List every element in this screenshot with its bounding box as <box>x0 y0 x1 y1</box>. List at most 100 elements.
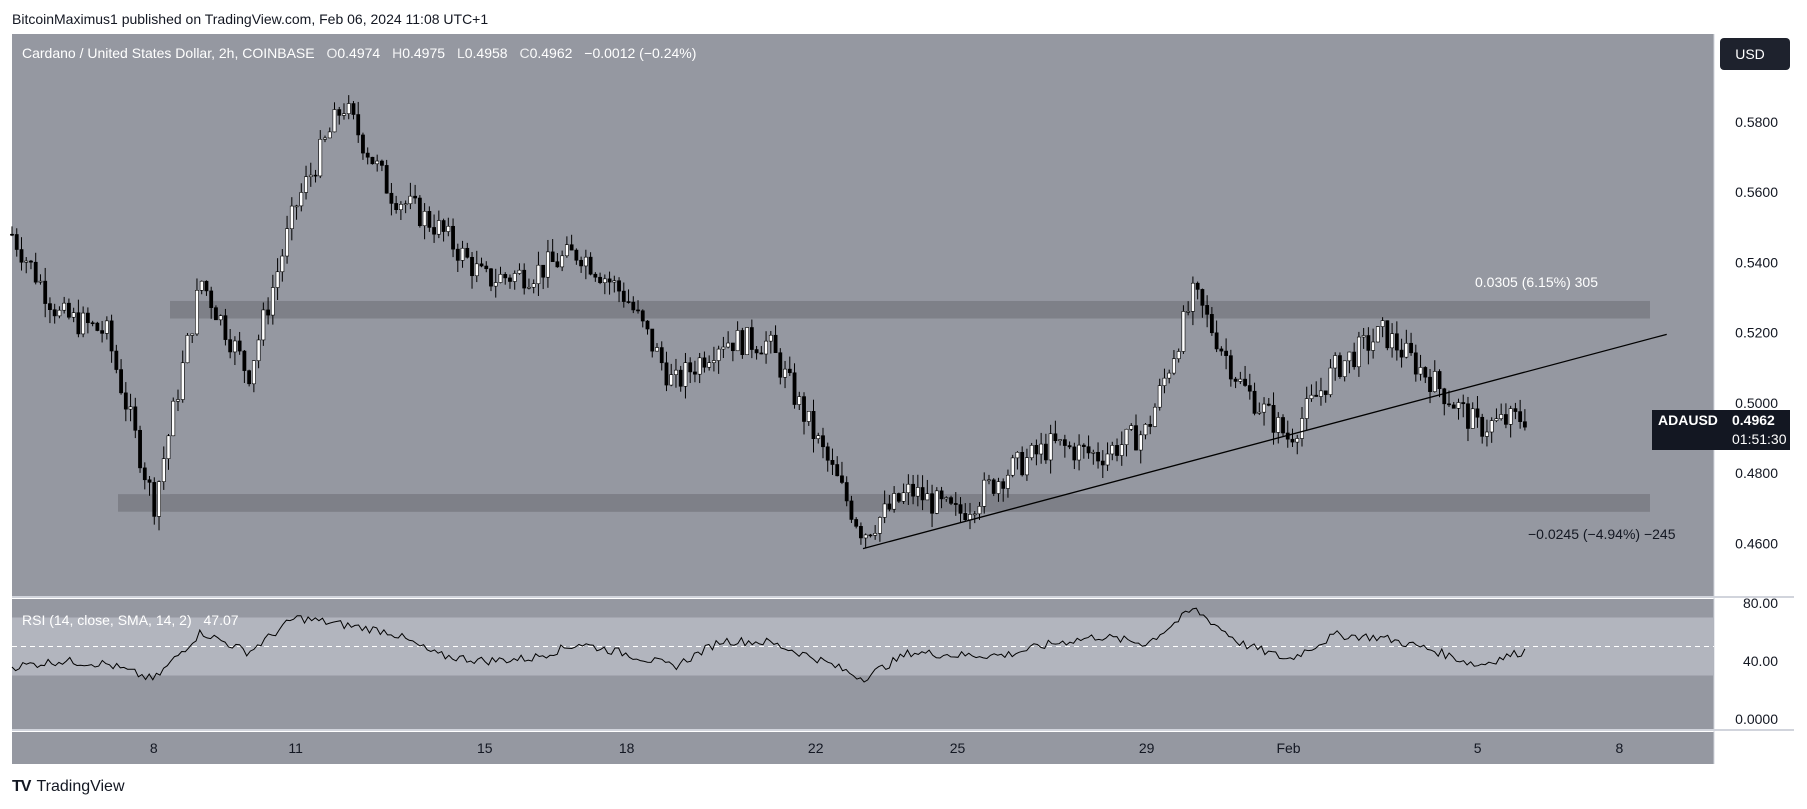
candle <box>1081 443 1086 459</box>
candle <box>555 253 560 268</box>
candle <box>14 228 19 257</box>
rsi-legend: RSI (14, close, SMA, 14, 2) 47.07 <box>22 612 239 628</box>
candle <box>166 434 171 470</box>
candle <box>128 393 133 422</box>
candle <box>29 259 33 270</box>
candle <box>204 280 209 296</box>
candle <box>133 397 138 439</box>
candle <box>332 102 337 133</box>
candle <box>289 197 294 241</box>
candle <box>991 478 996 497</box>
candle <box>1252 382 1257 416</box>
candle <box>764 331 768 364</box>
candle <box>1494 408 1499 423</box>
candle <box>925 479 930 501</box>
candle <box>76 299 81 338</box>
candle <box>664 351 669 392</box>
candle <box>1062 434 1067 458</box>
candle <box>607 271 612 295</box>
candle <box>71 307 76 323</box>
time-axis <box>12 732 1714 764</box>
candle <box>1110 441 1115 461</box>
candle <box>1262 397 1266 426</box>
candle <box>308 162 313 187</box>
candle <box>417 195 422 228</box>
candle <box>659 341 664 371</box>
candle <box>536 251 541 296</box>
candle <box>996 477 1001 502</box>
published-by: BitcoinMaximus1 published on TradingView… <box>12 11 489 27</box>
candle <box>674 358 678 388</box>
price-axis <box>1714 34 1794 764</box>
candle <box>987 474 991 485</box>
candle <box>361 132 365 160</box>
candle <box>683 352 688 399</box>
candle <box>811 399 816 453</box>
candle <box>237 331 242 355</box>
candle <box>1148 415 1153 435</box>
candle <box>1423 366 1428 384</box>
candle <box>754 345 759 360</box>
candle <box>574 248 579 265</box>
candle <box>422 203 427 240</box>
candle <box>251 360 256 393</box>
candle <box>522 263 527 295</box>
candle <box>493 268 498 298</box>
candle <box>1470 402 1475 429</box>
candle <box>1157 378 1162 411</box>
candle <box>1091 449 1096 465</box>
candle <box>1228 349 1233 387</box>
candle <box>48 297 52 324</box>
candle <box>1191 276 1195 326</box>
candle <box>1162 368 1167 394</box>
measure-up-label: 0.0305 (6.15%) 305 <box>1475 274 1598 290</box>
candle <box>1375 326 1380 343</box>
candle <box>474 250 479 283</box>
time-tick-label: 29 <box>1139 740 1155 756</box>
candle <box>1195 281 1200 300</box>
currency-button[interactable]: USD <box>1720 38 1790 70</box>
tradingview-brand[interactable]: TV TradingView <box>12 778 125 796</box>
price-tag: ADAUSD 0.4962 01:51:30 <box>1652 410 1790 450</box>
candle <box>190 333 195 343</box>
candle <box>1238 371 1243 385</box>
candle <box>503 272 508 285</box>
candle <box>550 239 555 262</box>
candle <box>152 477 157 525</box>
candle <box>712 346 716 372</box>
candle <box>10 226 14 237</box>
candle <box>57 306 62 319</box>
rsi-value: 47.07 <box>203 612 239 628</box>
candle <box>636 300 640 314</box>
candle <box>1029 442 1034 461</box>
candle <box>588 252 593 276</box>
candle <box>669 363 674 387</box>
candle <box>1181 305 1186 354</box>
candle <box>792 363 797 409</box>
candle <box>1100 450 1105 478</box>
candle <box>617 277 621 303</box>
symbol-legend: Cardano / United States Dollar, 2h, COIN… <box>22 45 696 61</box>
time-tick-label: 5 <box>1474 740 1482 756</box>
candle <box>1399 338 1404 368</box>
legend-low: 0.4958 <box>464 45 508 61</box>
price-tag-symbol: ADAUSD <box>1658 412 1718 428</box>
price-tick-label: 0.5600 <box>1735 184 1778 200</box>
candle <box>778 348 783 385</box>
candle <box>877 516 882 542</box>
candle <box>939 486 944 509</box>
candle <box>1034 439 1039 466</box>
ascending-trendline[interactable] <box>862 333 1667 550</box>
candle <box>1338 352 1342 379</box>
candle <box>655 343 659 352</box>
time-tick-label: 25 <box>950 740 966 756</box>
candle <box>119 359 123 395</box>
candle <box>726 331 731 349</box>
candle <box>1043 433 1048 464</box>
candle <box>640 309 645 328</box>
candle <box>398 201 403 220</box>
candle <box>901 483 906 505</box>
candle <box>863 533 868 548</box>
candle <box>123 382 128 422</box>
